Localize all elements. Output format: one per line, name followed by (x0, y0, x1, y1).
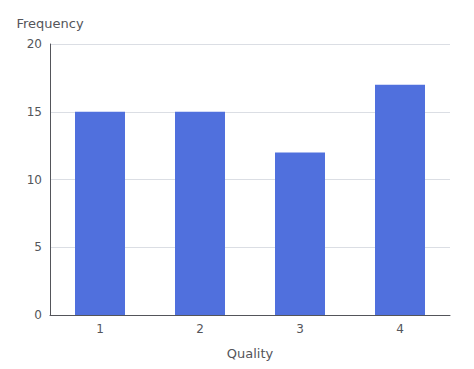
svg-text:1: 1 (96, 322, 104, 336)
svg-text:Frequency: Frequency (16, 16, 83, 31)
svg-text:Quality: Quality (227, 346, 274, 361)
svg-text:5: 5 (34, 240, 42, 254)
svg-text:20: 20 (27, 37, 42, 51)
svg-text:3: 3 (296, 322, 304, 336)
svg-text:10: 10 (27, 173, 42, 187)
svg-text:2: 2 (196, 322, 204, 336)
svg-text:15: 15 (27, 105, 42, 119)
svg-text:4: 4 (396, 322, 404, 336)
svg-text:0: 0 (34, 308, 42, 322)
